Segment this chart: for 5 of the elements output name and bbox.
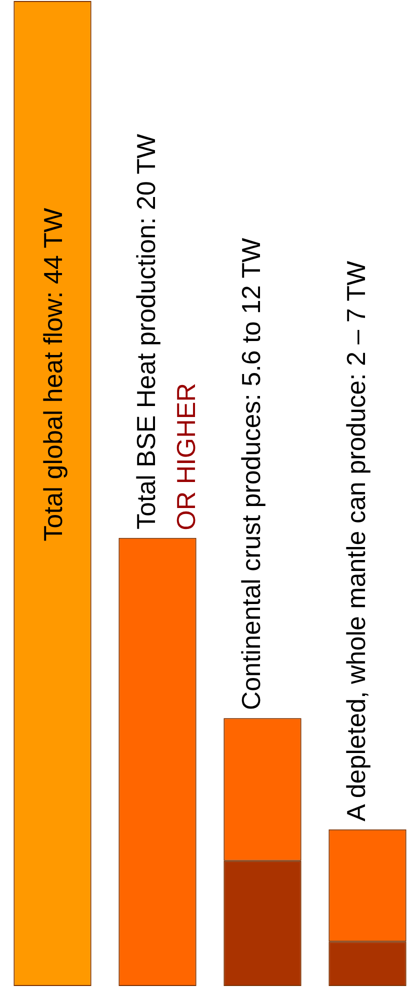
annotation: Continental crust produces: 5.6 to 12 TW <box>236 238 266 710</box>
annotation: OR HIGHER <box>170 382 200 530</box>
annotation: Total global heat flow: 44 TW <box>38 208 68 542</box>
annotation: Total BSE Heat production: 20 TW <box>130 134 160 530</box>
annotation: A depleted, whole mantle can produce: 2 – 7 TW <box>340 261 370 822</box>
